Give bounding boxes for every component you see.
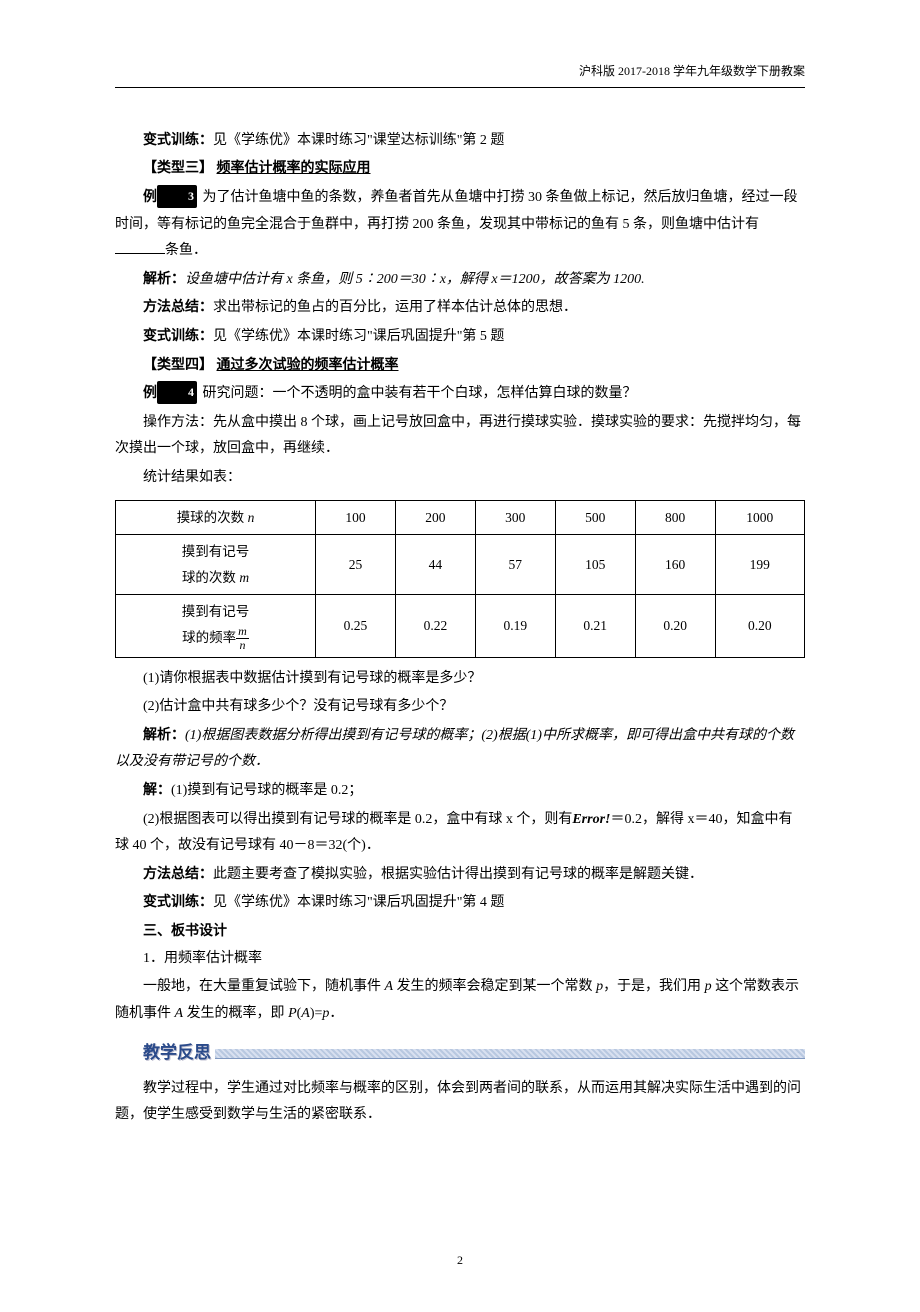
table-cell: 0.20 — [715, 595, 804, 657]
example4-stat-intro: 统计结果如表： — [115, 465, 805, 492]
method-label: 方法总结： — [143, 300, 213, 315]
table-cell: 199 — [715, 535, 804, 595]
table-cell: 800 — [635, 500, 715, 535]
example3-method: 方法总结：求出带标记的鱼占的百分比，运用了样本估计总体的思想． — [115, 295, 805, 322]
table-cell: 1000 — [715, 500, 804, 535]
row3-label: 摸到有记号 球的频率mn — [116, 595, 316, 657]
table-cell: 44 — [395, 535, 475, 595]
method-label-4: 方法总结： — [143, 867, 213, 882]
var-text: 见《学练优》本课时练习"课后巩固提升"第 5 题 — [213, 329, 504, 344]
table-cell: 0.25 — [316, 595, 396, 657]
blank-fill — [115, 240, 165, 254]
solution-2: (2)根据图表可以得出摸到有记号球的概率是 0.2，盒中有球 x 个，则有Err… — [115, 807, 805, 860]
var-label-4: 变式训练： — [143, 895, 213, 910]
reflection-label: 教学反思 — [143, 1037, 215, 1069]
type4-bracket: 【类型四】 — [143, 358, 213, 373]
table-cell: 0.21 — [555, 595, 635, 657]
variation-1-label: 变式训练： — [143, 133, 213, 148]
reflection-text: 教学过程中，学生通过对比频率与概率的区别，体会到两者间的联系，从而运用其解决实际… — [115, 1076, 805, 1129]
board-heading: 三、板书设计 — [115, 919, 805, 946]
table-cell: 200 — [395, 500, 475, 535]
table-cell: 25 — [316, 535, 396, 595]
example3-analysis: 解析：设鱼塘中估计有 x 条鱼，则 5∶200＝30∶x，解得 x＝1200，故… — [115, 267, 805, 294]
example4-analysis: 解析：(1)根据图表数据分析得出摸到有记号球的概率；(2)根据(1)中所求概率，… — [115, 723, 805, 776]
table-cell: 160 — [635, 535, 715, 595]
reflection-banner: 教学反思 — [143, 1037, 805, 1069]
var-text-4: 见《学练优》本课时练习"课后巩固提升"第 4 题 — [213, 895, 504, 910]
row1-label: 摸球的次数 n — [116, 500, 316, 535]
page-header: 沪科版 2017-2018 学年九年级数学下册教案 — [115, 60, 805, 88]
example3-text-a: 为了估计鱼塘中鱼的条数，养鱼者首先从鱼塘中打捞 30 条鱼做上标记，然后放归鱼塘… — [115, 190, 798, 232]
variation-1: 变式训练：见《学练优》本课时练习"课堂达标训练"第 2 题 — [115, 128, 805, 155]
analysis-label: 解析： — [143, 272, 185, 287]
type4-title: 通过多次试验的频率估计概率 — [217, 358, 399, 373]
solution-1-text: (1)摸到有记号球的概率是 0.2； — [171, 783, 362, 798]
example3-text-b: 条鱼． — [165, 243, 207, 258]
page-number: 2 — [115, 1249, 805, 1272]
method-text-4: 此题主要考查了模拟实验，根据实验估计得出摸到有记号球的概率是解题关键． — [213, 867, 703, 882]
solution-2a: (2)根据图表可以得出摸到有记号球的概率是 0.2，盒中有球 x 个，则有 — [143, 812, 572, 827]
table-cell: 300 — [475, 500, 555, 535]
var-label: 变式训练： — [143, 329, 213, 344]
example3-body: 例3 为了估计鱼塘中鱼的条数，养鱼者首先从鱼塘中打捞 30 条鱼做上标记，然后放… — [115, 185, 805, 265]
table-cell: 0.19 — [475, 595, 555, 657]
table-row: 摸到有记号球的次数 m 25 44 57 105 160 199 — [116, 535, 805, 595]
example4-num-icon: 4 — [157, 381, 197, 404]
board-item-1: 1．用频率估计概率 — [115, 946, 805, 973]
type3-bracket: 【类型三】 — [143, 161, 213, 176]
table-cell: 105 — [555, 535, 635, 595]
type4-heading: 【类型四】 通过多次试验的频率估计概率 — [115, 353, 805, 380]
type3-heading: 【类型三】 频率估计概率的实际应用 — [115, 156, 805, 183]
example3-num-icon: 3 — [157, 185, 197, 208]
example4-variation: 变式训练：见《学练优》本课时练习"课后巩固提升"第 4 题 — [115, 890, 805, 917]
frequency-table: 摸球的次数 n 100 200 300 500 800 1000 摸到有记号球的… — [115, 500, 805, 658]
example4-prefix: 例 — [143, 386, 157, 401]
example4-question: 例4 研究问题：一个不透明的盒中装有若干个白球，怎样估算白球的数量？ — [115, 381, 805, 408]
variation-1-text: 见《学练优》本课时练习"课堂达标训练"第 2 题 — [213, 133, 504, 148]
example3-variation: 变式训练：见《学练优》本课时练习"课后巩固提升"第 5 题 — [115, 324, 805, 351]
example4-method: 方法总结：此题主要考查了模拟实验，根据实验估计得出摸到有记号球的概率是解题关键． — [115, 862, 805, 889]
table-cell: 0.22 — [395, 595, 475, 657]
question-2: (2)估计盒中共有球多少个？没有记号球有多少个？ — [115, 694, 805, 721]
table-cell: 500 — [555, 500, 635, 535]
analysis-label-4: 解析： — [143, 728, 185, 743]
table-cell: 100 — [316, 500, 396, 535]
example4-operation: 操作方法：先从盒中摸出 8 个球，画上记号放回盒中，再进行摸球实验．摸球实验的要… — [115, 410, 805, 463]
reflection-bar-icon — [215, 1049, 805, 1059]
type3-title: 频率估计概率的实际应用 — [217, 161, 371, 176]
table-row: 摸到有记号 球的频率mn 0.25 0.22 0.19 0.21 0.20 0.… — [116, 595, 805, 657]
method-text: 求出带标记的鱼占的百分比，运用了样本估计总体的思想． — [213, 300, 577, 315]
solution-label: 解： — [143, 783, 171, 798]
analysis-text-4: (1)根据图表数据分析得出摸到有记号球的概率；(2)根据(1)中所求概率，即可得… — [115, 728, 794, 770]
example3-prefix: 例 — [143, 190, 157, 205]
solution-1: 解：(1)摸到有记号球的概率是 0.2； — [115, 778, 805, 805]
row2-label: 摸到有记号球的次数 m — [116, 535, 316, 595]
error-text: Error! — [572, 812, 610, 827]
table-cell: 57 — [475, 535, 555, 595]
table-row: 摸球的次数 n 100 200 300 500 800 1000 — [116, 500, 805, 535]
board-text: 一般地，在大量重复试验下，随机事件 A 发生的频率会稳定到某一个常数 p，于是，… — [115, 974, 805, 1027]
table-cell: 0.20 — [635, 595, 715, 657]
example4-q-text: 研究问题：一个不透明的盒中装有若干个白球，怎样估算白球的数量？ — [199, 386, 637, 401]
question-1: (1)请你根据表中数据估计摸到有记号球的概率是多少？ — [115, 666, 805, 693]
